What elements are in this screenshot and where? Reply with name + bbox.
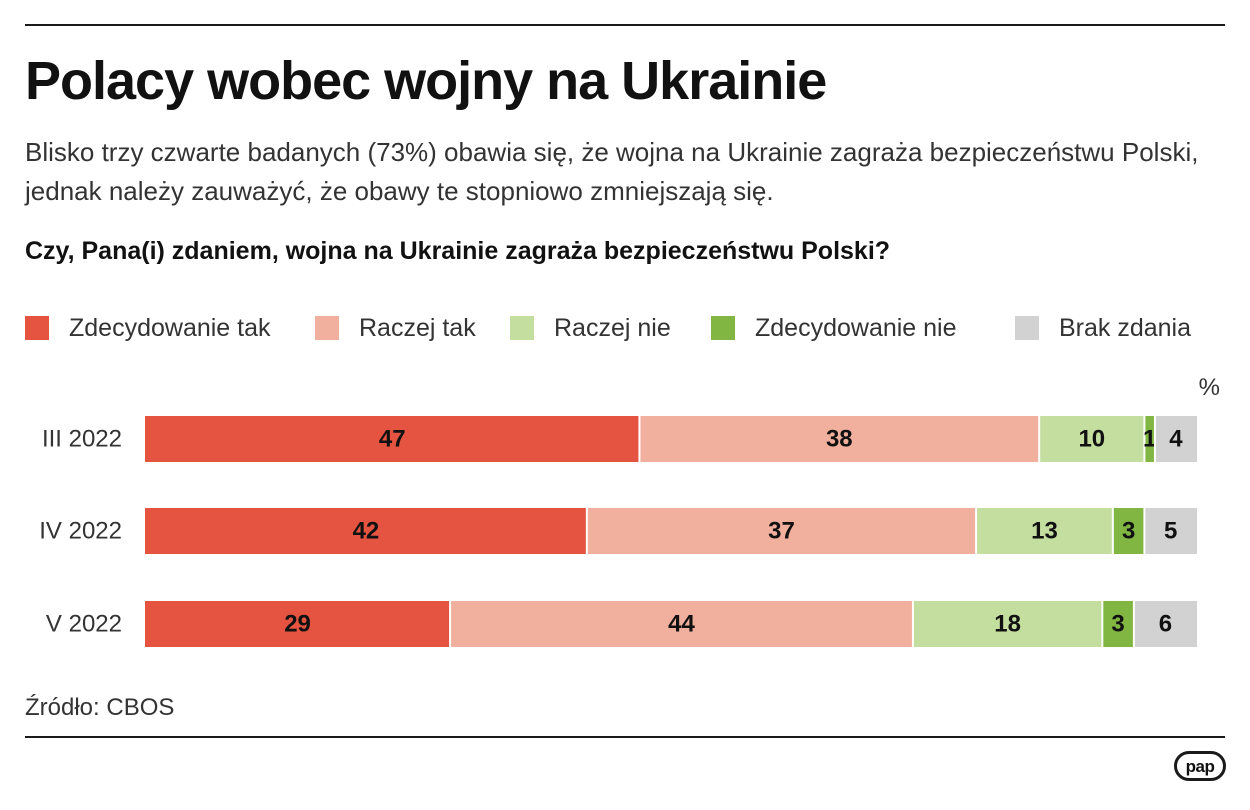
category-label: IV 2022 [39,518,122,545]
pap-logo-text: pap [1185,756,1215,776]
segment-separator [638,416,641,462]
legend-item: Brak zdania [1015,311,1191,345]
legend-swatch [25,316,49,340]
segment-separator [1143,416,1146,462]
bar-segment [1112,508,1145,554]
legend-item: Raczej tak [315,311,476,345]
chart-title: Polacy wobec wojny na Ukrainie [25,51,827,111]
bar-segment [145,508,587,554]
chart-subtitle: Blisko trzy czwarte badanych (73%) obawi… [25,137,1199,206]
segment-separator [449,601,452,647]
legend-swatch [711,316,735,340]
data-label: 1 [1143,426,1156,453]
data-label: 4 [1169,426,1183,453]
data-label: 5 [1164,518,1177,545]
data-label: 37 [768,518,795,545]
bar-segment [586,508,977,554]
data-label: 6 [1159,611,1172,638]
segment-separator [1038,416,1041,462]
data-label: 42 [353,518,380,545]
legend-label: Raczej tak [359,313,476,342]
legend-item: Zdecydowanie tak [25,311,271,345]
data-label: 3 [1111,611,1124,638]
bar-segment [1144,416,1155,462]
segment-separator [1101,601,1104,647]
data-label: 29 [284,611,311,638]
segment-separator [1132,601,1135,647]
category-label: V 2022 [46,611,122,638]
legend-label: Zdecydowanie tak [69,313,271,342]
bar-segment [145,416,640,462]
bar-segment [639,416,1040,462]
segment-separator [1153,416,1156,462]
legend-item: Raczej nie [510,311,671,345]
survey-question: Czy, Pana(i) zdaniem, wojna na Ukrainie … [25,237,891,265]
bar-segment [1144,508,1197,554]
bar-segment [912,601,1103,647]
data-label: 3 [1122,518,1135,545]
pap-logo: pap [1174,751,1226,781]
legend-swatch [510,316,534,340]
bar-segment [145,601,451,647]
legend-swatch [315,316,339,340]
segment-separator [1111,508,1114,554]
bar-segment [1102,601,1134,647]
segment-separator [1143,508,1146,554]
top-rule [25,24,1225,26]
data-label: 47 [379,426,406,453]
category-label: III 2022 [42,426,122,453]
legend: Zdecydowanie tak Raczej tak Raczej nie Zdec… [25,311,1225,345]
data-label: 13 [1031,518,1058,545]
bottom-rule [25,736,1225,738]
segment-separator [911,601,914,647]
data-label: 38 [826,426,853,453]
bar-segment [1039,416,1145,462]
data-label: 10 [1078,426,1105,453]
bar-segment [1154,416,1197,462]
legend-label: Zdecydowanie nie [755,313,957,342]
data-label: 44 [668,611,695,638]
data-label: 18 [994,611,1021,638]
bar-segment [450,601,913,647]
legend-label: Brak zdania [1059,313,1192,342]
legend-item: Zdecydowanie nie [711,311,957,345]
segment-separator [975,508,978,554]
legend-label: Raczej nie [554,313,671,342]
legend-swatch [1015,316,1039,340]
unit-label: % [1198,374,1220,401]
bar-segment [976,508,1113,554]
source-note: Źródło: CBOS [25,694,175,721]
bar-segment [1133,601,1197,647]
segment-separator [585,508,588,554]
